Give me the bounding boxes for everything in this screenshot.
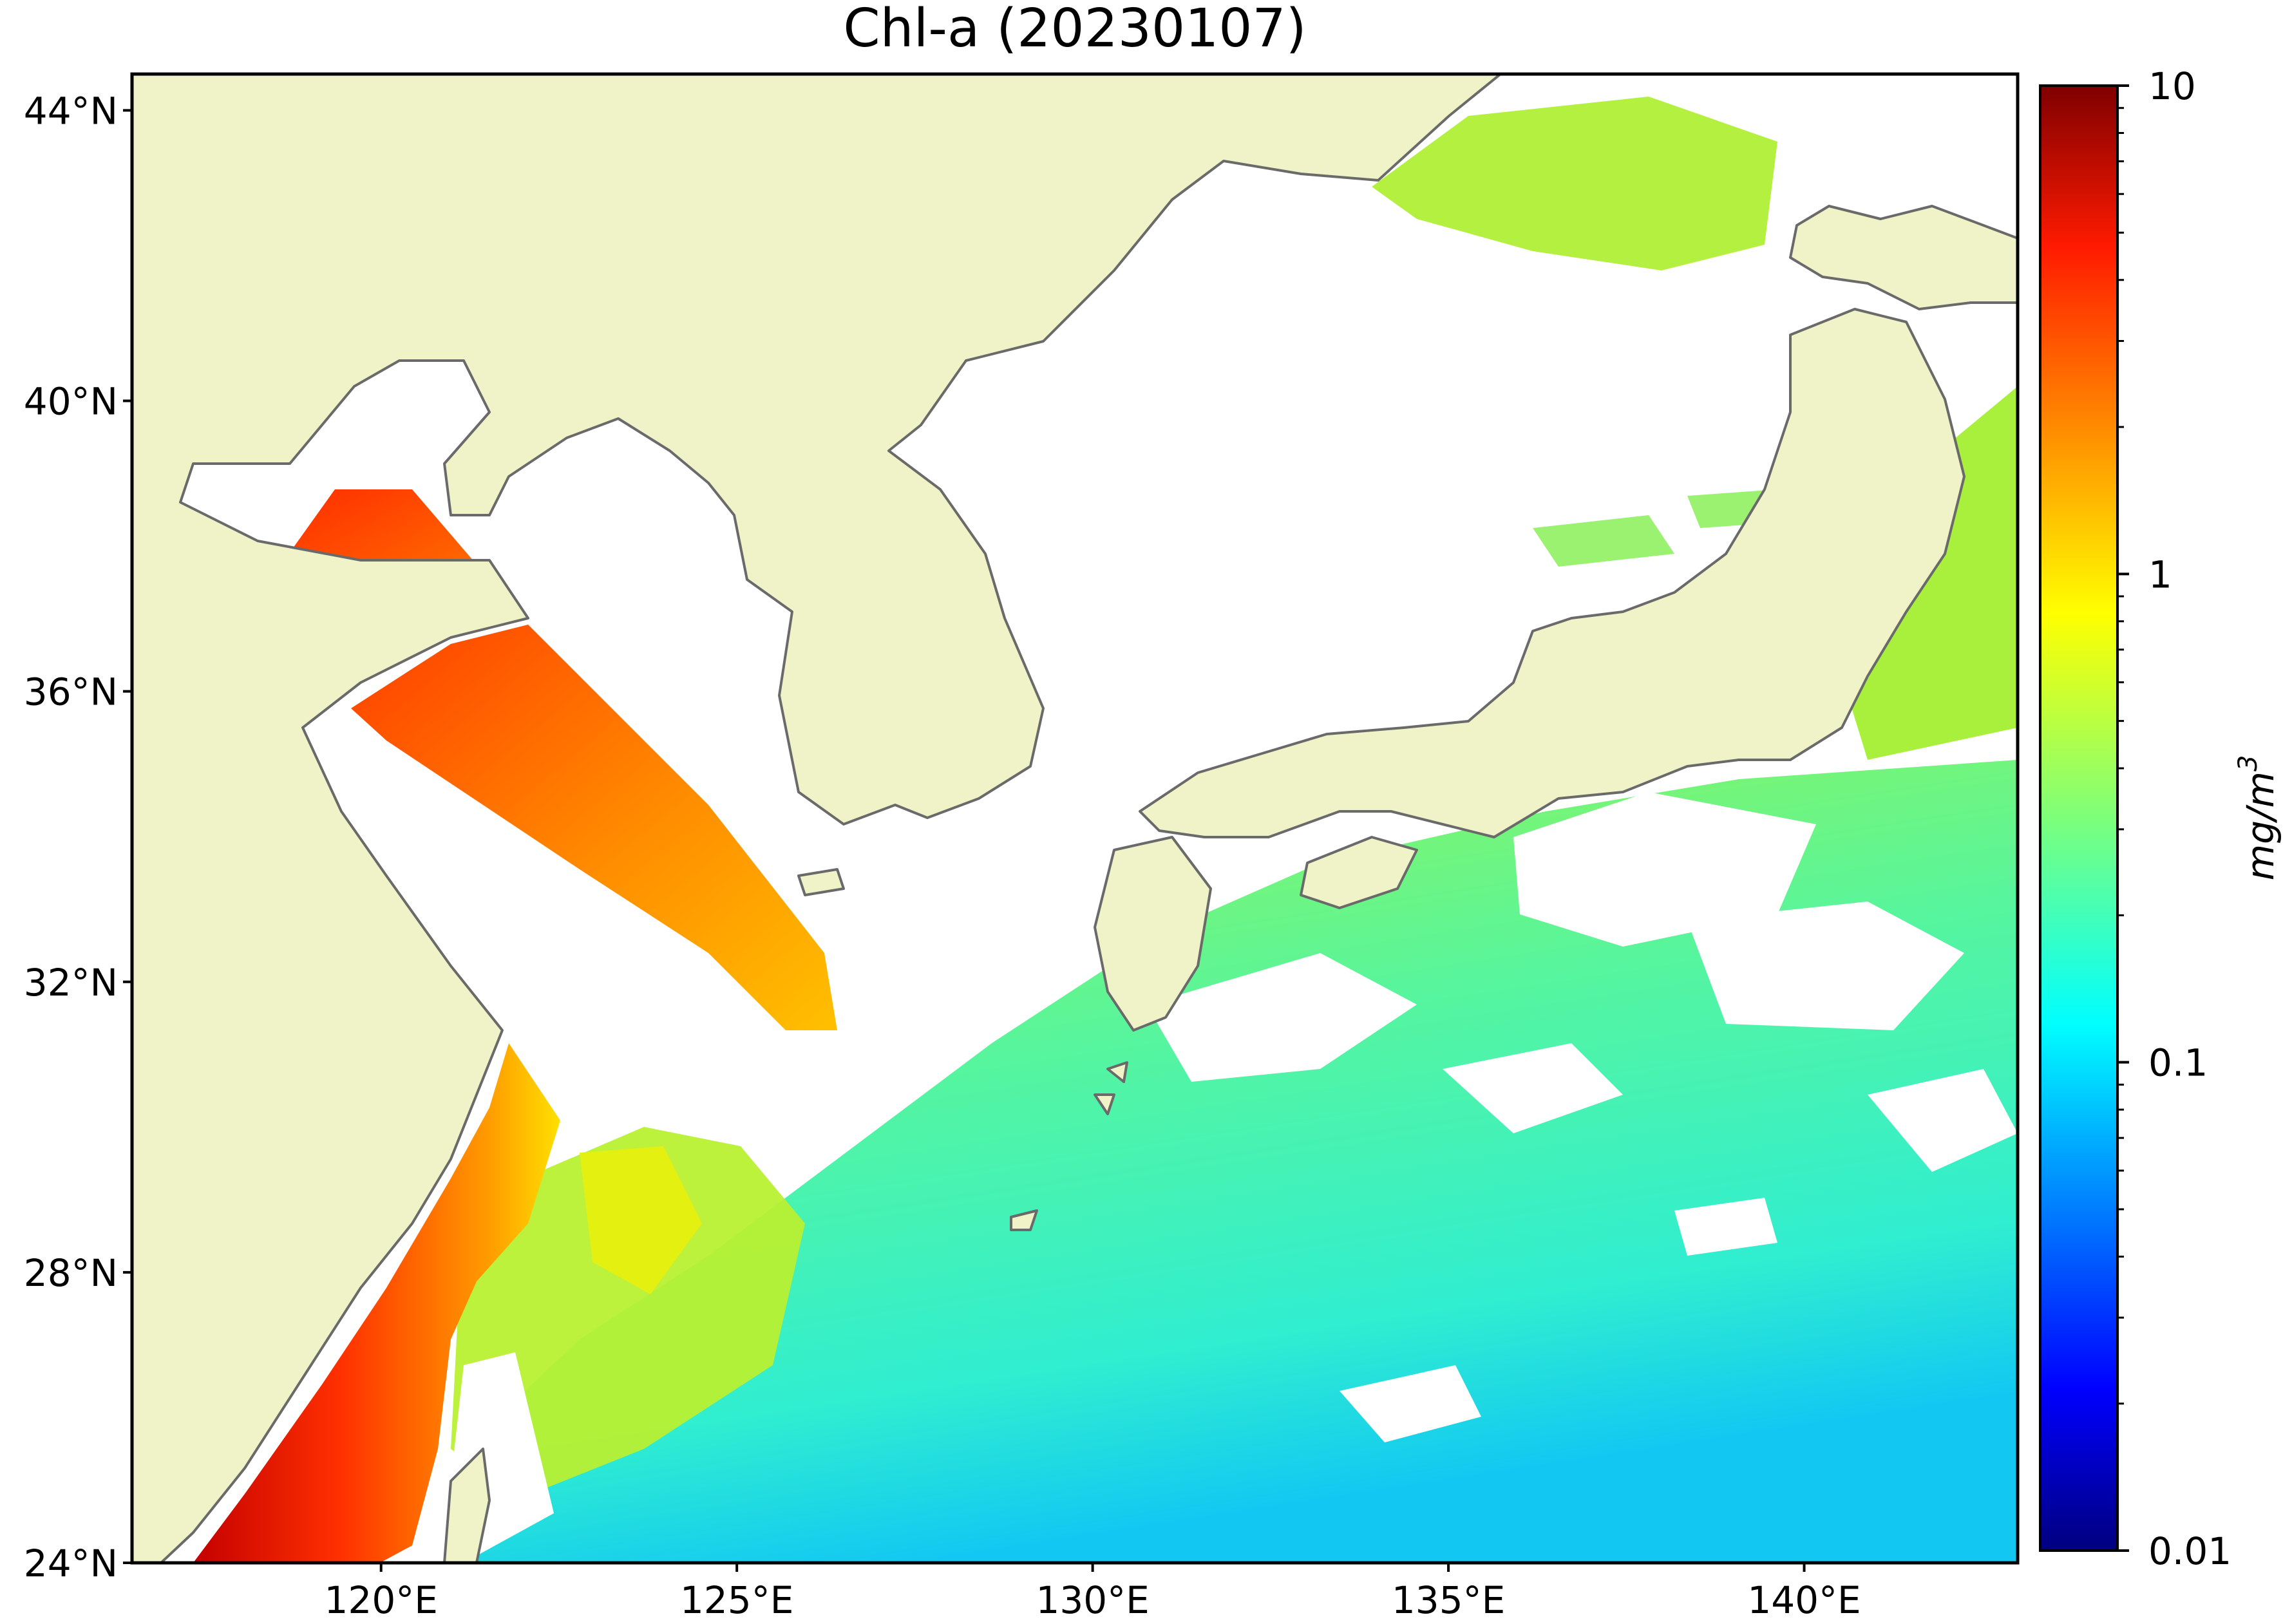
latitude-axis: 44°N 40°N 36°N 32°N 28°N 24°N [24, 89, 132, 1585]
lat-tick-label: 28°N [24, 1251, 118, 1295]
ecs-green-plume [451, 1127, 805, 1500]
lon-tick-label: 125°E [680, 1578, 793, 1622]
lat-tick-label: 36°N [24, 670, 118, 714]
japan-sea-small-patches [1533, 489, 1790, 567]
jeju-island [797, 868, 845, 896]
lon-tick-label: 120°E [325, 1578, 438, 1622]
ocean-chlorophyll-south [451, 760, 2018, 1563]
ecs-yellow-patch [580, 1146, 702, 1294]
taiwan [443, 1448, 491, 1563]
yellow-sea-chlorophyll [351, 625, 837, 1030]
china-coast-chlorophyll [193, 1043, 560, 1563]
map-title: Chl-a (20230107) [843, 0, 1306, 59]
lat-tick-label: 44°N [24, 89, 118, 133]
colorbar-tick-label: 1 [2148, 552, 2172, 596]
cloud-gaps [451, 792, 2018, 1563]
map-frame [130, 72, 2020, 1565]
shikoku [1300, 836, 1418, 909]
colorbar [2039, 84, 2119, 1552]
lon-tick-label: 135°E [1392, 1578, 1505, 1622]
colorbar-tick-label: 10 [2148, 64, 2196, 108]
colorbar-tick-label: 0.1 [2148, 1041, 2208, 1085]
honshu [1139, 308, 1966, 838]
map-area [132, 74, 2018, 1563]
land [132, 74, 2018, 1563]
colorbar-ticks: 10 1 0.1 0.01 [2117, 64, 2231, 1573]
lat-tick-label: 32°N [24, 961, 118, 1005]
lat-tick-label: 40°N [24, 380, 118, 424]
japan-sea-north-strip [1372, 97, 1777, 270]
hokkaido [1789, 205, 2018, 310]
colorbar-tick-label: 0.01 [2148, 1529, 2231, 1573]
ryukyu-islands [1010, 1061, 1128, 1231]
longitude-axis: 120°E 125°E 130°E 135°E 140°E [325, 1563, 1861, 1622]
lon-tick-label: 130°E [1036, 1578, 1149, 1622]
lon-tick-label: 140°E [1747, 1578, 1861, 1622]
kyushu [1094, 836, 1212, 1032]
lat-tick-label: 24°N [24, 1542, 118, 1585]
asian-mainland [132, 74, 1502, 1563]
colorbar-label: mg/m3 [2233, 755, 2282, 881]
